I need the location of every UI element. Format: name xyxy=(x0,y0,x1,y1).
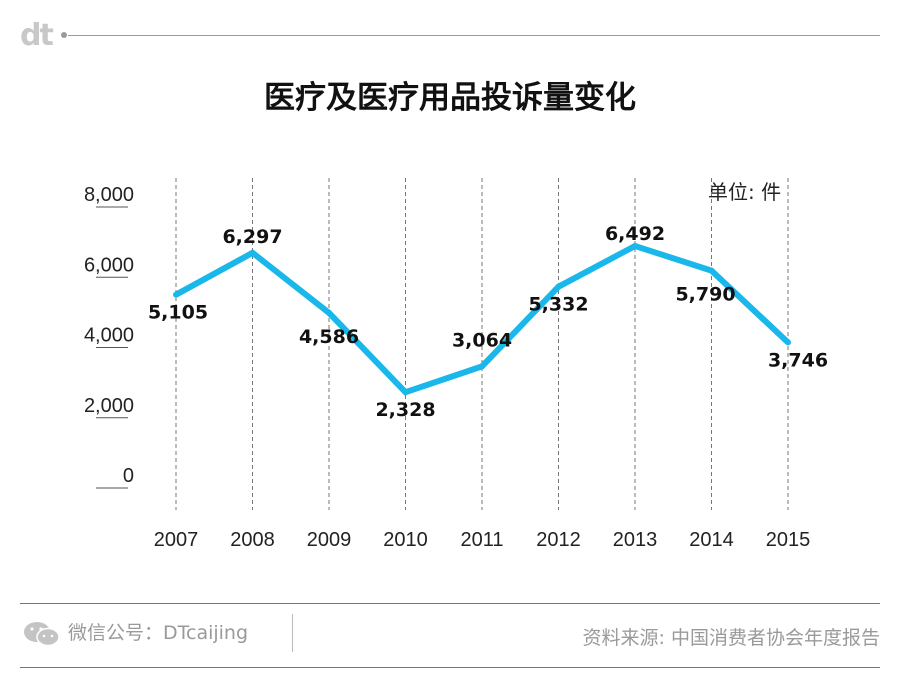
data-label: 3,746 xyxy=(768,349,828,371)
x-tick-label: 2009 xyxy=(307,529,352,551)
wechat-label: 微信公号：DTcaijing xyxy=(68,622,249,644)
footer-rule-bottom xyxy=(20,667,880,668)
footer-divider xyxy=(292,614,293,652)
x-tick-label: 2011 xyxy=(460,529,503,551)
grid-layer xyxy=(175,178,789,510)
wechat-icon xyxy=(22,619,62,649)
series-layer xyxy=(173,242,791,396)
dt-logo: dt xyxy=(20,18,54,53)
data-point xyxy=(326,309,332,316)
data-point xyxy=(555,283,562,290)
x-tick-label: 2015 xyxy=(766,529,811,551)
data-label: 3,064 xyxy=(452,329,512,351)
x-tick-label: 2007 xyxy=(154,529,199,551)
x-tick-label: 2012 xyxy=(536,529,581,551)
data-point xyxy=(785,339,791,346)
data-label: 4,586 xyxy=(299,326,359,348)
y-tick-label: 2,000 xyxy=(84,395,134,417)
wechat-account: 微信公号：DTcaijing xyxy=(22,618,248,649)
y-tick-label: 4,000 xyxy=(84,325,134,347)
footer-rule-top xyxy=(20,603,880,604)
line-chart: 0 2,000 4,000 6,000 8,000 5,105 6,297 4,586 2,3… xyxy=(84,178,828,551)
y-tick-label: 0 xyxy=(123,465,134,487)
data-point xyxy=(173,291,179,298)
data-source: 资料来源: 中国消费者协会年度报告 xyxy=(582,627,880,649)
data-point xyxy=(708,267,715,274)
data-point xyxy=(402,389,409,396)
header-rule-dot xyxy=(61,32,67,38)
x-tick-label: 2008 xyxy=(230,529,275,551)
data-point xyxy=(632,242,638,249)
data-point xyxy=(479,363,485,370)
y-axis: 0 2,000 4,000 6,000 8,000 xyxy=(84,184,134,489)
x-axis: 2007 2008 2009 2010 2011 2012 2013 2014 2015 xyxy=(154,529,811,551)
y-tick-label: 8,000 xyxy=(84,184,134,206)
chart-title: 医疗及医疗用品投诉量变化 xyxy=(264,80,636,116)
data-label: 5,790 xyxy=(675,284,735,306)
data-label: 5,105 xyxy=(148,302,208,324)
header-rule xyxy=(68,35,880,36)
x-tick-label: 2010 xyxy=(383,529,428,551)
x-tick-label: 2014 xyxy=(689,529,734,551)
data-label: 2,328 xyxy=(375,399,435,421)
x-tick-label: 2013 xyxy=(613,529,658,551)
y-tick-label: 6,000 xyxy=(84,254,134,276)
data-point xyxy=(249,249,256,256)
data-label: 5,332 xyxy=(528,294,588,316)
data-label: 6,492 xyxy=(605,223,665,245)
unit-label: 单位: 件 xyxy=(708,180,782,204)
data-label-layer: 5,105 6,297 4,586 2,328 3,064 5,332 6,492 5,790… xyxy=(148,223,828,421)
data-label: 6,297 xyxy=(222,226,282,248)
